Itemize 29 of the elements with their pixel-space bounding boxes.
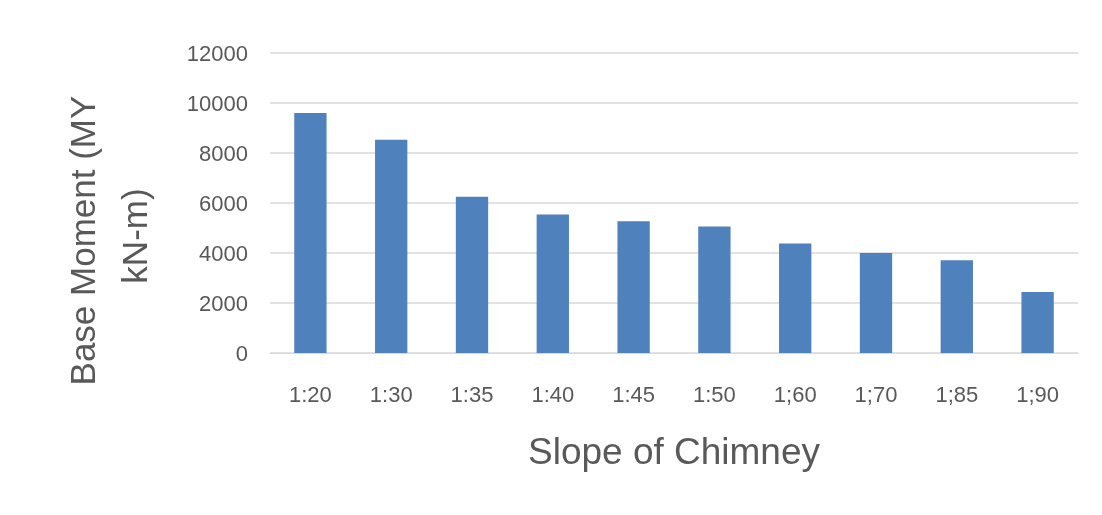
bar [940,260,973,353]
bar [375,139,408,353]
x-tick-label: 1:40 [531,381,575,407]
y-tick-label: 2000 [199,290,248,316]
bar [294,113,327,353]
y-tick-label: 8000 [199,140,248,166]
bar [859,253,893,353]
y-tick-label: 4000 [199,240,248,266]
x-tick-label: 1;90 [1016,381,1060,407]
y-tick-label: 0 [235,340,248,366]
y-tick-label: 6000 [199,190,248,216]
y-tick-label: 10000 [186,90,248,116]
x-tick-label: 1:50 [692,381,736,407]
y-axis-title: Base Moment (MY kN-m) [62,86,154,386]
bar [455,196,489,353]
x-tick-label: 1:20 [288,381,332,407]
bar [536,214,569,353]
y-tick-label: 12000 [186,40,248,66]
bar [1021,292,1054,353]
x-tick-label: 1:30 [369,381,413,407]
bar [698,226,731,353]
x-tick-label: 1;85 [935,381,979,407]
x-tick-label: 1:35 [450,381,494,407]
bar [779,243,812,353]
x-tick-label: 1;70 [854,381,898,407]
x-axis-title: Slope of Chimney [527,431,821,472]
bar [617,221,650,353]
x-tick-label: 1;60 [773,381,817,407]
x-tick-label: 1:45 [612,381,656,407]
